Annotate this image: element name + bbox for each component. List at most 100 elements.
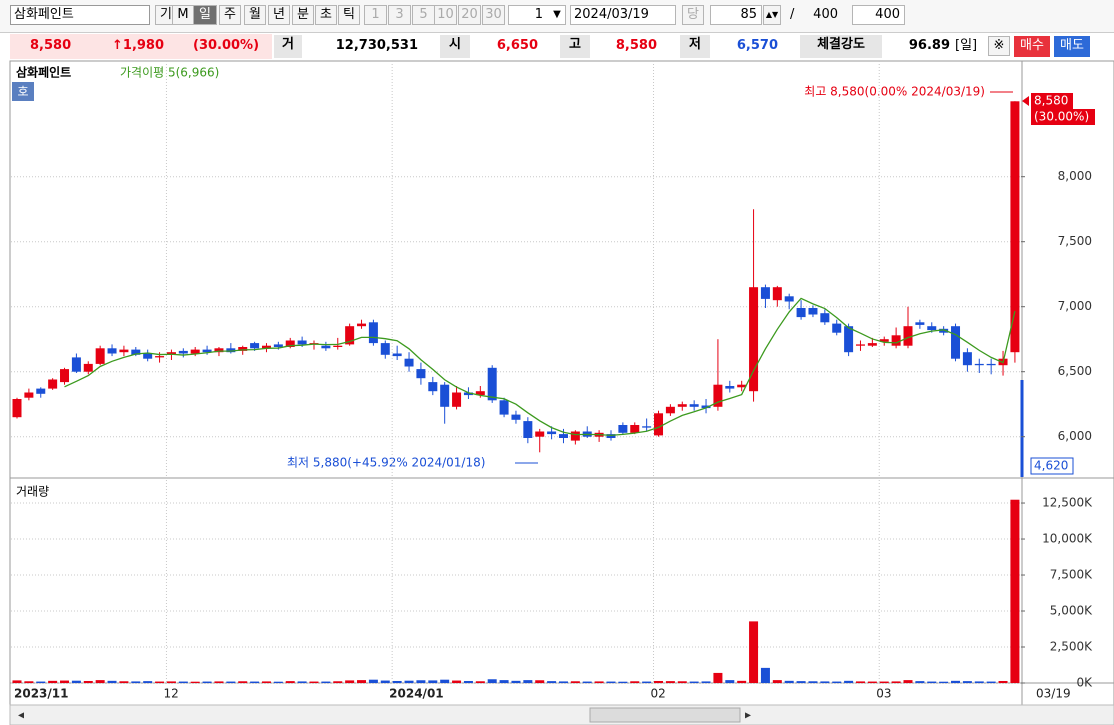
scroll-right[interactable]: ▸ xyxy=(745,708,751,722)
scrollbar[interactable] xyxy=(9,704,1114,725)
volume-bar xyxy=(452,680,462,683)
volume-bar xyxy=(879,681,889,683)
candle-body xyxy=(749,287,759,392)
y-tick-label: 7,500K xyxy=(1050,568,1093,582)
volume-label: 거 xyxy=(274,35,302,58)
buy-button[interactable]: 매수 xyxy=(1014,36,1050,57)
volume-bar xyxy=(1010,499,1020,683)
volume-bar xyxy=(915,681,925,683)
candle-body xyxy=(261,345,271,349)
today-button[interactable]: 당 xyxy=(682,5,704,25)
volume-bar xyxy=(796,681,806,683)
volume-bar xyxy=(475,681,485,683)
volume-bar xyxy=(570,681,580,683)
toolbar-button[interactable]: 주 xyxy=(219,5,241,25)
toolbar-button[interactable]: 3 xyxy=(388,5,411,25)
stock-name-input[interactable]: 삼화페인트 xyxy=(10,5,150,25)
volume-bar xyxy=(131,681,141,683)
candle-body xyxy=(143,353,153,359)
volume-bar xyxy=(95,680,105,683)
candle-body xyxy=(380,343,390,355)
candle-body xyxy=(642,426,652,428)
candle-body xyxy=(452,392,462,407)
volume: 12,730,531 xyxy=(335,38,418,53)
candle-body xyxy=(832,323,842,333)
volume-bar xyxy=(855,681,865,683)
volume-bar xyxy=(844,680,854,683)
candle-body xyxy=(618,425,628,433)
candle-body xyxy=(558,434,568,438)
low-label: 저 xyxy=(680,35,710,58)
price-title: 삼화페인트 xyxy=(16,65,71,80)
scroll-left[interactable]: ◂ xyxy=(18,708,24,722)
volume-bar xyxy=(511,680,521,683)
volume-bar xyxy=(392,680,402,683)
max-count: 400 xyxy=(813,7,838,22)
volume-title: 거래량 xyxy=(16,485,49,499)
volume-bar xyxy=(808,681,818,683)
candle-body xyxy=(547,431,557,435)
candle-body xyxy=(321,345,331,349)
last-change-box xyxy=(1031,109,1095,125)
volume-bar xyxy=(416,680,426,683)
scroll-thumb[interactable] xyxy=(589,707,741,723)
candle-body xyxy=(903,326,913,346)
volume-bar xyxy=(24,681,34,683)
x-tick-label: 12 xyxy=(163,687,178,701)
count-spinner[interactable]: ▲▼ xyxy=(763,5,781,25)
candle-body xyxy=(665,406,675,414)
volume-bar xyxy=(962,681,972,683)
candle-body xyxy=(226,348,236,353)
visible-count[interactable]: 400 xyxy=(852,5,905,25)
volume-bar xyxy=(226,681,236,683)
volume-bar xyxy=(107,680,117,683)
toolbar-button[interactable]: 초 xyxy=(315,5,337,25)
candle-body xyxy=(71,357,81,372)
candle-body xyxy=(844,326,854,353)
candle-body xyxy=(202,349,212,353)
toolbar-button[interactable]: 분 xyxy=(292,5,314,25)
candle-body xyxy=(190,349,200,354)
dropdown-arrow[interactable]: ▼ xyxy=(553,9,561,20)
count-input[interactable]: 85 xyxy=(710,5,762,25)
toolbar-button[interactable]: M xyxy=(172,5,194,25)
volume-bar xyxy=(725,680,735,683)
volume-bar xyxy=(440,679,450,683)
period: [일] xyxy=(955,38,978,53)
toolbar-button[interactable]: 월 xyxy=(244,5,266,25)
candle-body xyxy=(879,339,889,342)
volume-bar xyxy=(630,681,640,683)
volume-bar xyxy=(558,681,568,683)
y-tick-label: 2,500K xyxy=(1050,640,1093,654)
x-tick-label: 03/19 xyxy=(1036,687,1071,701)
toolbar-button[interactable]: 년 xyxy=(268,5,290,25)
toolbar-button[interactable]: 5 xyxy=(412,5,435,25)
toolbar-button[interactable]: 일 xyxy=(193,5,217,25)
volume-bar xyxy=(487,679,497,683)
volume-bar xyxy=(273,681,283,683)
date-input[interactable]: 2024/03/19 xyxy=(570,5,676,25)
volume-bar xyxy=(345,680,355,683)
candle-body xyxy=(107,348,117,354)
candle-body xyxy=(701,405,711,409)
y-tick-label: 5,000K xyxy=(1050,604,1093,618)
sell-button[interactable]: 매도 xyxy=(1054,36,1090,57)
badge-box xyxy=(12,82,34,101)
candle-body xyxy=(463,392,473,396)
candle-body xyxy=(24,392,34,398)
volume-bar xyxy=(974,681,984,683)
interval-select[interactable]: 1 xyxy=(508,5,566,25)
low-annotation: 최저 5,880(+45.92% 2024/01/18) xyxy=(287,456,485,470)
lower-limit-box xyxy=(1030,457,1074,475)
toolbar-button[interactable]: 10 xyxy=(434,5,457,25)
toolbar-button[interactable]: 1 xyxy=(364,5,387,25)
toolbar-button[interactable]: 20 xyxy=(458,5,481,25)
settings-button[interactable]: ※ xyxy=(988,36,1010,56)
toolbar-button[interactable]: 틱 xyxy=(338,5,360,25)
volume-bar xyxy=(368,679,378,683)
volume-bar xyxy=(404,680,414,683)
volume-bar xyxy=(713,672,723,683)
volume-bar xyxy=(190,681,200,683)
toolbar-button[interactable]: 30 xyxy=(482,5,505,25)
